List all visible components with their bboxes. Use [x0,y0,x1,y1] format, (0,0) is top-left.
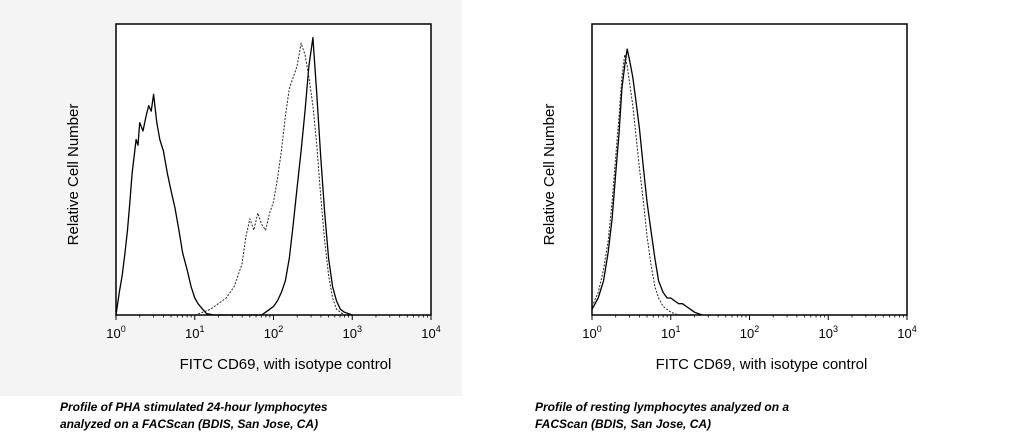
x-tick-label: 101 [661,324,680,341]
histogram-left: 100 101 102 103 104 FITC CD69, with isotype c… [65,23,441,373]
histogram-right: 100 101 102 103 104 FITC CD69, with isotype c… [541,23,917,373]
x-tick-label: 100 [106,324,125,341]
y-axis-label: Relative Cell Number [65,104,82,246]
x-axis-label: FITC CD69, with isotype control [656,356,868,373]
plot-frame [591,23,908,316]
x-tick-label: 102 [740,324,759,341]
x-tick-label: 102 [264,324,283,341]
caption-right-line-1: Profile of resting lymphocytes analyzed … [535,400,790,414]
caption-left: Profile of PHA stimulated 24-hour lympho… [60,399,328,433]
plot-frame [115,23,432,316]
x-tick-label: 101 [185,324,204,341]
x-tick-label: 104 [897,324,916,341]
caption-right: Profile of resting lymphocytes analyzed … [535,399,789,433]
x-axis-label: FITC CD69, with isotype control [180,356,392,373]
x-tick-label: 103 [343,324,362,341]
caption-left-line-2: analyzed on a FACScan (BDIS, San Jose, C… [60,417,319,431]
histogram-series-dotted [194,42,345,316]
histogram-series-solid [591,48,703,316]
x-tick-label: 104 [421,324,440,341]
caption-left-line-1: Profile of PHA stimulated 24-hour lympho… [60,400,328,414]
x-tick-label: 103 [819,324,838,341]
x-tick-label: 100 [582,324,601,341]
caption-right-line-2: FACScan (BDIS, San Jose, CA) [535,417,712,431]
histogram-series-dotted [591,54,679,316]
histogram-series-solid [115,37,353,316]
y-axis-label: Relative Cell Number [541,104,558,246]
